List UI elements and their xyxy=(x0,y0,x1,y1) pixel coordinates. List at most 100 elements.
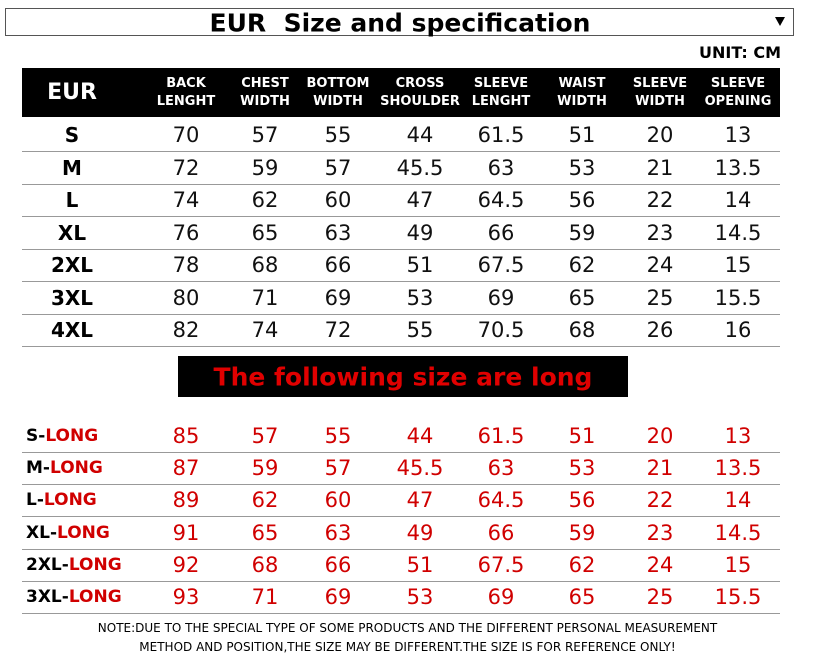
header-line: CROSS xyxy=(395,76,445,91)
column-header: SLEEVE OPENING xyxy=(705,75,772,111)
cell-value: 15.5 xyxy=(714,285,762,310)
cell-value: 93 xyxy=(172,585,200,609)
cell-value: 70.5 xyxy=(477,318,525,342)
cell-value: 60 xyxy=(324,488,352,513)
cell-value: 68 xyxy=(251,253,279,277)
cell-value: 51 xyxy=(568,424,596,448)
size-suffix: LONG xyxy=(49,458,103,479)
cell-value: 64.5 xyxy=(477,188,525,212)
cell-value: 72 xyxy=(172,155,200,180)
cell-value: 92 xyxy=(172,552,200,577)
long-size-label: S-LONG xyxy=(26,426,98,446)
cell-value: 53 xyxy=(568,155,596,180)
size-prefix: L- xyxy=(26,490,44,511)
row-divider xyxy=(22,313,780,315)
header-line: WAIST xyxy=(558,76,606,91)
cell-value: 47 xyxy=(406,188,434,212)
cell-value: 68 xyxy=(568,318,596,342)
cell-value: 57 xyxy=(251,123,279,147)
cell-value: 13 xyxy=(724,123,752,147)
cell-value: 69 xyxy=(487,585,515,609)
cell-value: 23 xyxy=(646,520,674,545)
size-prefix: 3XL- xyxy=(26,587,69,607)
cell-value: 14.5 xyxy=(714,520,762,545)
row-divider xyxy=(22,452,780,453)
title: EUR Size and specification xyxy=(209,8,591,38)
cell-value: 66 xyxy=(487,220,515,245)
size-label: L xyxy=(65,188,79,212)
cell-value: 25 xyxy=(646,585,674,609)
cell-value: 15 xyxy=(724,552,752,577)
long-size-label: L-LONG xyxy=(26,490,97,510)
header-line: WIDTH xyxy=(313,94,363,109)
size-prefix: XL- xyxy=(26,522,57,543)
cell-value: 55 xyxy=(324,123,352,147)
cell-value: 65 xyxy=(568,285,596,310)
long-size-label: 2XL-LONG xyxy=(26,555,122,575)
cell-value: 85 xyxy=(172,424,200,448)
cell-value: 21 xyxy=(646,456,674,481)
cell-value: 13.5 xyxy=(714,155,762,180)
column-header: BOTTOM WIDTH xyxy=(307,75,370,111)
header-line: WIDTH xyxy=(557,94,607,109)
row-divider xyxy=(22,216,780,217)
cell-value: 44 xyxy=(406,123,434,147)
cell-value: 53 xyxy=(406,285,434,310)
header-line: SLEEVE xyxy=(632,76,688,91)
row-divider xyxy=(22,151,780,152)
cell-value: 21 xyxy=(646,155,674,180)
column-header: EUR xyxy=(47,82,97,104)
cell-value: 14 xyxy=(724,488,752,513)
cell-value: 56 xyxy=(568,488,596,513)
cell-value: 62 xyxy=(251,188,279,212)
cell-value: 25 xyxy=(646,285,674,310)
cell-value: 66 xyxy=(324,253,352,277)
cell-value: 60 xyxy=(324,188,352,212)
cell-value: 71 xyxy=(251,285,279,310)
row-divider xyxy=(22,248,780,250)
header-line: OPENING xyxy=(704,94,772,109)
cell-value: 82 xyxy=(172,318,200,342)
row-divider xyxy=(22,484,780,486)
size-suffix: LONG xyxy=(57,522,110,543)
cell-value: 62 xyxy=(251,488,279,513)
long-size-label: 3XL-LONG xyxy=(26,587,122,607)
cell-value: 55 xyxy=(324,424,352,448)
header-line: WIDTH xyxy=(240,94,290,109)
header-line: BACK xyxy=(166,76,206,91)
cell-value: 78 xyxy=(172,253,200,277)
cell-value: 70 xyxy=(172,123,200,147)
cell-value: 67.5 xyxy=(477,552,525,577)
cell-value: 65 xyxy=(251,220,279,245)
cell-value: 62 xyxy=(568,552,596,577)
row-divider xyxy=(22,548,780,550)
size-label: 2XL xyxy=(50,253,94,277)
cell-value: 61.5 xyxy=(477,123,525,147)
cell-value: 44 xyxy=(406,424,434,448)
cell-value: 51 xyxy=(406,552,434,577)
dropdown-arrow[interactable] xyxy=(775,17,787,27)
row-divider xyxy=(22,281,780,282)
row-divider xyxy=(22,516,780,518)
row-divider xyxy=(22,580,780,582)
column-header: WAIST WIDTH xyxy=(557,75,607,111)
header-line: BOTTOM xyxy=(306,76,370,91)
cell-value: 20 xyxy=(646,123,674,147)
size-label: 4XL xyxy=(50,318,94,342)
cell-value: 64.5 xyxy=(477,488,525,513)
cell-value: 59 xyxy=(251,456,279,481)
header-line: CHEST xyxy=(241,76,289,91)
cell-value: 22 xyxy=(646,488,674,513)
banner: The following size are long xyxy=(178,356,628,397)
cell-value: 49 xyxy=(406,220,434,245)
long-size-label: M-LONG xyxy=(26,458,103,478)
cell-value: 53 xyxy=(406,585,434,609)
row-divider xyxy=(22,183,780,185)
size-prefix: 2XL- xyxy=(26,554,69,575)
cell-value: 20 xyxy=(646,424,674,448)
banner-text: The following size are long xyxy=(213,362,593,391)
header-line: SLEEVE xyxy=(473,76,529,91)
column-header: CROSS SHOULDER xyxy=(380,75,460,111)
cell-value: 24 xyxy=(646,552,674,577)
long-size-label: XL-LONG xyxy=(26,523,110,543)
